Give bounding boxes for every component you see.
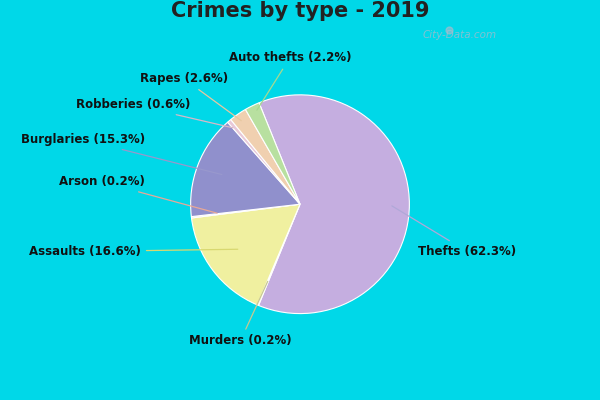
Wedge shape [245, 103, 300, 204]
Wedge shape [257, 204, 300, 306]
Wedge shape [191, 204, 300, 218]
Text: Arson (0.2%): Arson (0.2%) [59, 175, 217, 213]
Text: Auto thefts (2.2%): Auto thefts (2.2%) [229, 51, 352, 110]
Title: Crimes by type - 2019: Crimes by type - 2019 [171, 1, 429, 21]
Wedge shape [259, 95, 409, 314]
Text: City-Data.com: City-Data.com [422, 30, 496, 40]
Wedge shape [231, 110, 300, 204]
Text: Robberies (0.6%): Robberies (0.6%) [76, 98, 233, 128]
Text: Thefts (62.3%): Thefts (62.3%) [392, 206, 516, 258]
Wedge shape [191, 122, 300, 217]
Wedge shape [227, 120, 300, 204]
Text: Assaults (16.6%): Assaults (16.6%) [29, 245, 238, 258]
Text: Rapes (2.6%): Rapes (2.6%) [140, 72, 241, 121]
Wedge shape [191, 204, 300, 305]
Text: Burglaries (15.3%): Burglaries (15.3%) [20, 133, 222, 174]
Text: Murders (0.2%): Murders (0.2%) [189, 281, 292, 348]
